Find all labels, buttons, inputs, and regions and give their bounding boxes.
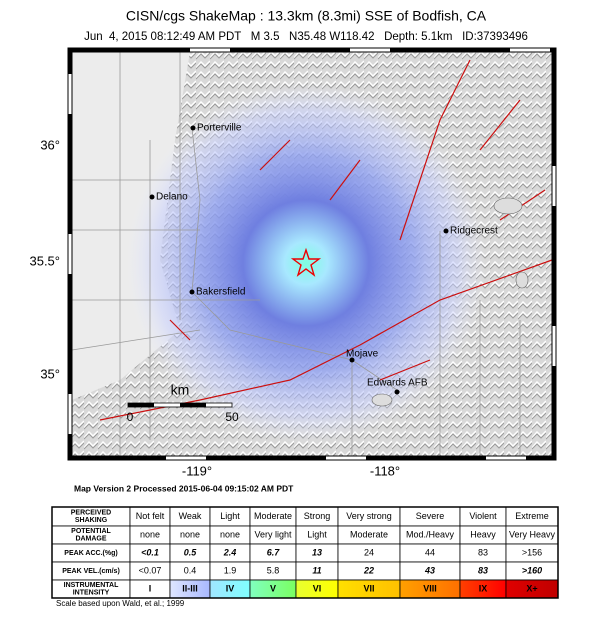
scale-end: 50: [225, 410, 239, 424]
lat-label: 36°: [40, 137, 60, 152]
legend-value: Not felt: [136, 511, 165, 521]
lakes: [371, 197, 529, 407]
city-label: Edwards AFB: [367, 378, 428, 389]
legend-value: 13: [312, 547, 322, 557]
legend-value: 11: [312, 565, 321, 575]
legend-value: Mod./Heavy: [406, 529, 455, 539]
legend-value: 22: [363, 565, 374, 575]
lon-label: -118°: [370, 463, 400, 478]
city-label: Bakersfield: [196, 287, 245, 298]
legend-value: none: [180, 529, 200, 539]
legend-value: none: [220, 529, 240, 539]
map-version: Map Version 2 Processed 2015-06-04 09:15…: [74, 483, 294, 493]
legend-value: 0.4: [184, 565, 197, 575]
subtitle: Jun 4, 2015 08:12:49 AM PDT M 3.5 N35.48…: [84, 31, 528, 43]
lat-label: 35.5°: [29, 253, 60, 268]
legend-value: Severe: [416, 511, 445, 521]
legend-value: 83: [478, 547, 488, 557]
legend-value: >160: [522, 565, 542, 575]
city-dot: [189, 289, 195, 295]
map: Porterville Delano Bakersfield Ridgecrest Mo…: [67, 47, 557, 461]
legend-value: 5.8: [267, 565, 280, 575]
legend-value: VI: [313, 583, 322, 593]
city-label: Porterville: [197, 123, 242, 134]
legend-value: I: [149, 583, 152, 593]
legend-value: Weak: [179, 511, 202, 521]
legend-value: VII: [363, 583, 374, 593]
legend-value: Moderate: [254, 511, 292, 521]
row-label: POTENTIAL: [71, 528, 111, 535]
legend-value: 24: [364, 547, 374, 557]
legend-value: >156: [522, 547, 542, 557]
row-label: PEAK VEL.(cm/s): [62, 568, 120, 575]
legend-value: Very strong: [346, 511, 392, 521]
city-dot: [443, 228, 449, 234]
lon-label: -119°: [182, 463, 212, 478]
city-dot: [149, 194, 155, 200]
legend-value: 1.9: [224, 565, 237, 575]
row-label: PERCEIVED: [71, 510, 111, 517]
city-dot: [349, 357, 355, 363]
legend-value: 43: [424, 565, 435, 575]
legend-value: <0.07: [139, 565, 162, 575]
legend-value: V: [270, 583, 276, 593]
legend-value: <0.1: [141, 547, 159, 557]
legend-value: 83: [478, 565, 488, 575]
legend-value: 44: [425, 547, 435, 557]
legend-value: IX: [479, 583, 488, 593]
row-label: INTENSITY: [73, 590, 110, 597]
title: CISN/cgs ShakeMap : 13.3km (8.3mi) SSE o…: [126, 8, 487, 24]
city-label: Delano: [156, 192, 188, 203]
row-label: DAMAGE: [75, 536, 106, 543]
legend-value: 6.7: [267, 547, 281, 557]
legend-value: X+: [526, 583, 537, 593]
legend-value: Light: [220, 511, 240, 521]
row-label: SHAKING: [75, 517, 108, 524]
legend-value: none: [140, 529, 160, 539]
lat-label: 35°: [40, 366, 60, 381]
city-dot: [190, 125, 196, 131]
legend-value: Very light: [254, 529, 292, 539]
city-dot: [394, 389, 400, 395]
epicenter: [290, 247, 322, 277]
legend-frame: [51, 506, 559, 599]
legend-value: Very Heavy: [509, 529, 556, 539]
legend-value: Moderate: [350, 529, 388, 539]
legend-value: Strong: [304, 511, 331, 521]
legend-value: Extreme: [515, 511, 549, 521]
map-frame: [67, 47, 557, 461]
legend-value: Violent: [469, 511, 497, 521]
scale-start: 0: [127, 410, 134, 424]
intensity-field: [126, 83, 486, 443]
footnote: Scale based upon Wald, et al.; 1999: [56, 599, 185, 608]
legend-value: II-III: [182, 583, 198, 593]
legend-value: IV: [226, 583, 235, 593]
row-label: INSTRUMENTAL: [64, 582, 119, 589]
roads: [71, 52, 521, 456]
legend-value: 2.4: [223, 547, 237, 557]
legend-value: 0.5: [184, 547, 198, 557]
row-label: PEAK ACC.(%g): [64, 550, 117, 557]
city-label: Mojave: [346, 349, 379, 360]
legend-value: Heavy: [470, 529, 496, 539]
legend-value: Light: [307, 529, 327, 539]
scale-bar: km 0 50: [127, 382, 239, 424]
legend-value: VIII: [423, 583, 437, 593]
city-label: Ridgecrest: [450, 226, 498, 237]
scale-unit: km: [171, 382, 190, 398]
